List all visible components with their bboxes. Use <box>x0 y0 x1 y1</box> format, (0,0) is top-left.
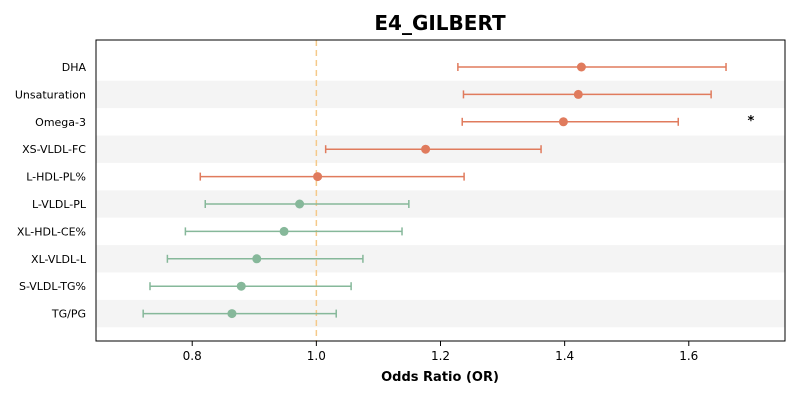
or-point-3 <box>558 117 568 127</box>
x-tick-label-4: 1.4 <box>555 349 574 363</box>
row-label-5: L-HDL-PL% <box>26 171 86 184</box>
or-point-10 <box>227 309 237 319</box>
or-point-9 <box>236 281 246 291</box>
x-tick-label-3: 1.2 <box>431 349 450 363</box>
row-label-6: L-VLDL-PL <box>32 198 87 211</box>
row-band-6 <box>96 190 785 218</box>
or-point-6 <box>295 199 305 209</box>
row-label-4: XS-VLDL-FC <box>22 143 86 156</box>
or-point-8 <box>252 254 262 264</box>
row-label-8: XL-VLDL-L <box>31 253 87 266</box>
or-point-4 <box>421 144 431 154</box>
y-axis-labels: DHA Unsaturation Omega-3 XS-VLDL-FC L-HDL-PL… <box>15 61 87 321</box>
significance-marker-3: * <box>747 114 754 129</box>
row-label-10: TG/PG <box>51 308 86 321</box>
row-label-7: XL-HDL-CE% <box>17 225 86 238</box>
data-marks: * <box>142 62 754 319</box>
row-bands <box>96 80 785 328</box>
row-label-1: DHA <box>62 61 87 74</box>
x-tick-label-1: 0.8 <box>183 349 202 363</box>
or-point-5 <box>313 172 323 182</box>
chart-title: E4_GILBERT <box>374 11 506 35</box>
x-tick-label-2: 1.0 <box>307 349 326 363</box>
or-point-2 <box>573 89 583 99</box>
row-label-2: Unsaturation <box>15 88 86 101</box>
or-point-1 <box>576 62 586 72</box>
x-axis-label: Odds Ratio (OR) <box>381 370 499 385</box>
or-point-7 <box>279 226 289 236</box>
x-tick-label-5: 1.6 <box>679 349 698 363</box>
row-label-9: S-VLDL-TG% <box>19 280 86 293</box>
row-label-3: Omega-3 <box>35 116 86 129</box>
x-axis: 0.8 1.0 1.2 1.4 1.6 <box>183 341 698 363</box>
